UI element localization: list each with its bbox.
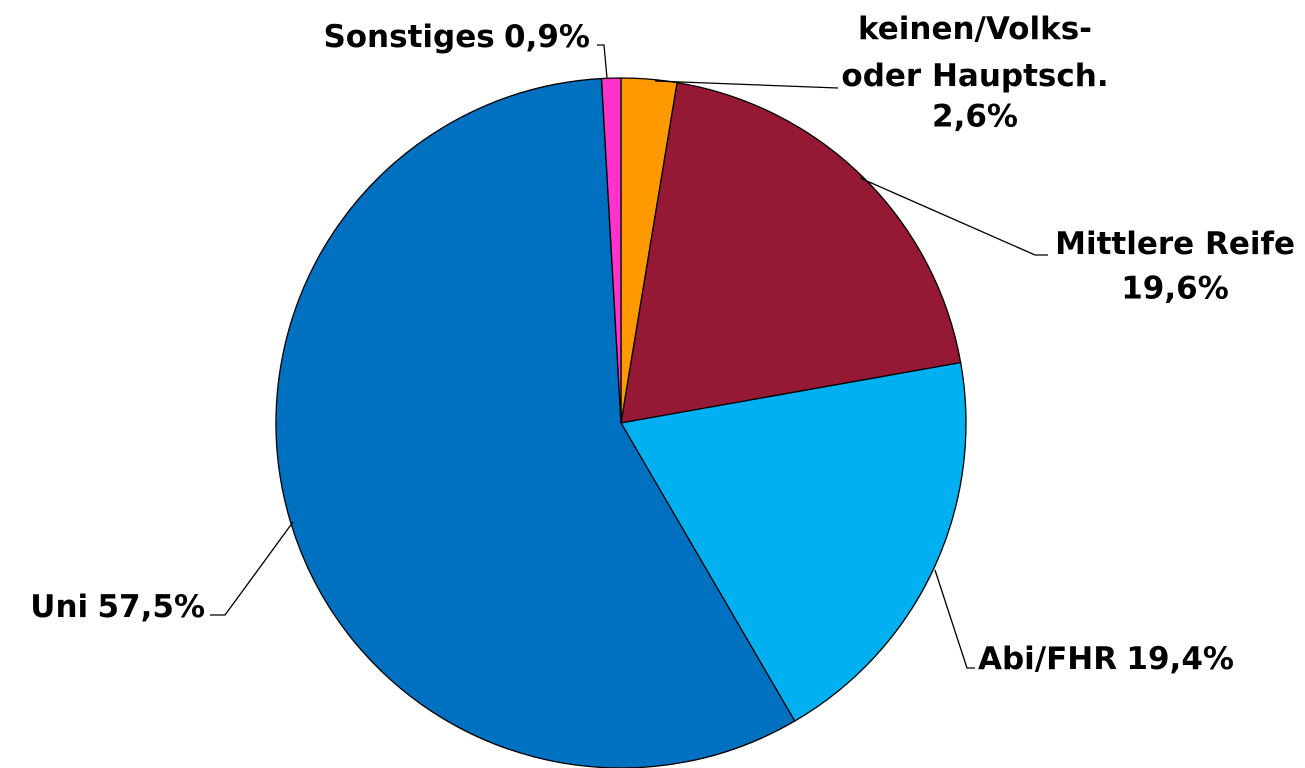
category-label: Mittlere Reife: [1055, 226, 1295, 262]
value-label: 2,6%: [932, 99, 1018, 135]
data-label: Mittlere Reife: [1055, 226, 1295, 262]
data-label: Abi/FHR 19,4%: [978, 641, 1234, 677]
data-label: oder Hauptsch.: [841, 58, 1108, 94]
leader-line: [654, 80, 839, 89]
leader-line: [210, 521, 294, 616]
value-label: 19,6%: [1121, 271, 1229, 307]
data-label: Sonstiges 0,9%: [323, 19, 590, 55]
category-label: Uni: [30, 589, 88, 625]
category-label: keinen/Volks-: [858, 11, 1092, 47]
category-label: Sonstiges: [323, 19, 494, 55]
value-label: 57,5%: [97, 589, 205, 625]
pie-slice: [600, 77, 622, 424]
data-label: Uni 57,5%: [30, 589, 205, 625]
leader-line: [934, 569, 975, 669]
leader-line: [597, 44, 608, 79]
pie-slice: [619, 361, 967, 722]
data-label: keinen/Volks-: [858, 11, 1092, 47]
leader-line: [859, 177, 1048, 256]
category-label: Abi/FHR: [978, 641, 1117, 677]
value-label: 19,4%: [1126, 641, 1234, 677]
value-label: 0,9%: [504, 19, 590, 55]
category-label: oder Hauptsch.: [841, 58, 1108, 94]
pie-slice: [620, 81, 962, 424]
